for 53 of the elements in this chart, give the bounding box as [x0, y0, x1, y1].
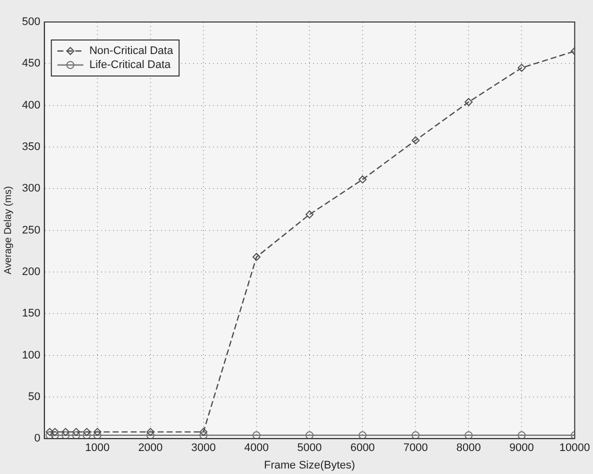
point [62, 431, 70, 439]
point [62, 428, 70, 436]
point [72, 428, 80, 436]
point [199, 428, 208, 436]
legend-label: Non-Critical Data [89, 45, 174, 58]
y-tick-label: 150 [22, 308, 40, 320]
point [93, 428, 102, 436]
y-tick-label: 300 [22, 182, 40, 195]
y-tick-label: 500 [22, 16, 40, 28]
x-tick-label: 10000 [559, 442, 590, 454]
x-tick-label: 3000 [191, 442, 216, 454]
x-tick-label: 9000 [509, 442, 534, 454]
point [46, 431, 54, 439]
point [412, 136, 420, 144]
y-tick-label: 200 [22, 266, 40, 278]
y-axis-title: Average Delay (ms) [2, 186, 14, 274]
point [82, 431, 91, 439]
x-tick-label: 8000 [456, 442, 481, 454]
point [146, 431, 154, 439]
y-tick-label: 0 [34, 432, 40, 445]
point [82, 428, 91, 436]
y-tick-label: 400 [22, 99, 40, 112]
point [50, 428, 59, 436]
y-tick-label: 250 [22, 224, 40, 236]
point [199, 431, 208, 439]
point [306, 431, 314, 439]
x-tick-label: 6000 [350, 442, 375, 454]
x-axis-title: Frame Size(Bytes) [264, 459, 356, 472]
point [252, 252, 260, 261]
legend-label: Life-Critical Data [89, 59, 172, 72]
point [306, 210, 314, 218]
point [50, 431, 59, 439]
x-tick-label: 7000 [403, 442, 428, 454]
point [518, 431, 526, 439]
point [464, 431, 473, 439]
y-tick-label: 50 [28, 390, 40, 403]
y-tick-label: 350 [22, 141, 40, 154]
point [93, 431, 102, 439]
point [358, 431, 367, 439]
x-tick-label: 2000 [138, 442, 163, 454]
point [72, 431, 80, 439]
point [146, 428, 154, 436]
point [46, 428, 54, 436]
x-tick-label: 5000 [297, 442, 322, 454]
x-tick-label: 4000 [244, 442, 269, 454]
x-tick-label: 1000 [85, 442, 110, 454]
y-tick-label: 100 [22, 349, 40, 362]
point [464, 98, 473, 106]
y-tick-label: 450 [22, 58, 40, 70]
point [518, 64, 526, 72]
point [358, 175, 367, 184]
point [252, 431, 260, 439]
point [412, 431, 420, 439]
